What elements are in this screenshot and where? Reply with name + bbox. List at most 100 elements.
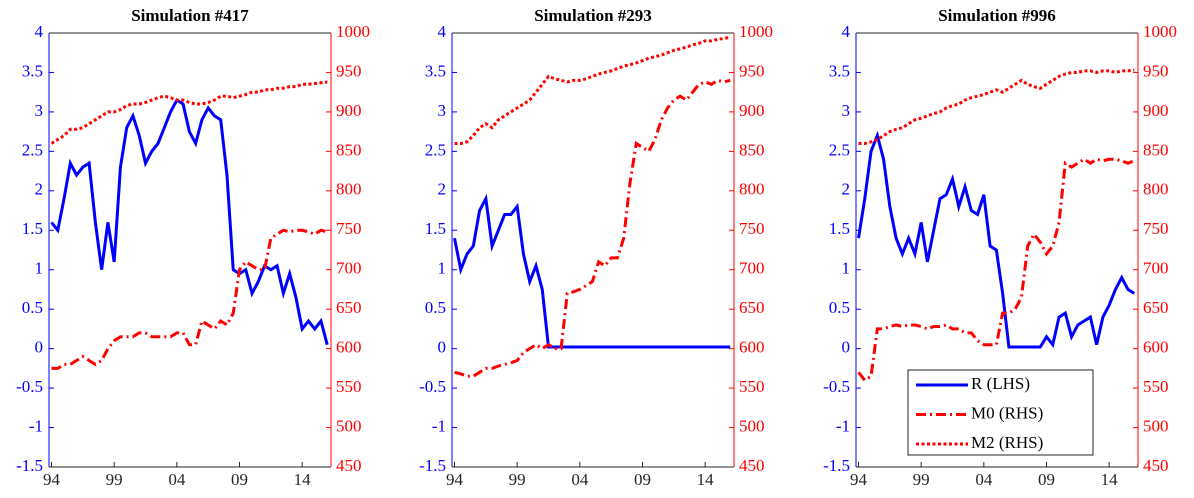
y2-tick-label: 800 xyxy=(739,180,765,199)
y-tick-label: 0.5 xyxy=(829,298,850,317)
x-tick-label: 14 xyxy=(1101,470,1119,489)
y2-tick-label: 1000 xyxy=(336,22,370,41)
series-line xyxy=(454,78,731,378)
y-tick-label: 1.5 xyxy=(425,219,446,238)
x-tick-label: 14 xyxy=(294,470,312,489)
y2-tick-label: 600 xyxy=(1143,338,1169,357)
y2-tick-label: 550 xyxy=(1143,377,1169,396)
y2-tick-label: 450 xyxy=(336,456,362,475)
y-tick-label: 1 xyxy=(842,259,851,278)
x-tick-label: 99 xyxy=(509,470,526,489)
y-tick-label: 0.5 xyxy=(22,298,43,317)
y2-tick-label: 800 xyxy=(336,180,362,199)
legend-label: M0 (RHS) xyxy=(971,403,1043,422)
y-tick-label: 2.5 xyxy=(22,140,43,159)
y-tick-label: 2 xyxy=(842,180,851,199)
chart-title: Simulation #996 xyxy=(938,6,1056,25)
y2-tick-label: 900 xyxy=(739,101,765,120)
y-tick-label: 1.5 xyxy=(829,219,850,238)
x-tick-label: 94 xyxy=(43,470,61,489)
y-tick-label: -1.5 xyxy=(823,456,850,475)
y-tick-label: 3.5 xyxy=(425,61,446,80)
y-tick-label: 3 xyxy=(35,101,44,120)
chart-title: Simulation #417 xyxy=(131,6,249,25)
y-tick-label: -1.5 xyxy=(16,456,43,475)
y-tick-label: -0.5 xyxy=(16,377,43,396)
y-tick-label: 2.5 xyxy=(425,140,446,159)
y2-tick-label: 700 xyxy=(1143,259,1169,278)
y2-tick-label: 950 xyxy=(739,61,765,80)
y-tick-label: -1 xyxy=(29,416,43,435)
y2-tick-label: 700 xyxy=(739,259,765,278)
x-tick-label: 94 xyxy=(446,470,464,489)
y-tick-label: 4 xyxy=(35,22,44,41)
y2-tick-label: 950 xyxy=(336,61,362,80)
y-tick-label: 2 xyxy=(35,180,44,199)
y2-tick-label: 650 xyxy=(336,298,362,317)
x-tick-label: 94 xyxy=(850,470,868,489)
x-tick-label: 99 xyxy=(106,470,123,489)
y-tick-label: 0 xyxy=(842,338,851,357)
y2-tick-label: 850 xyxy=(739,140,765,159)
y2-tick-label: 1000 xyxy=(1143,22,1177,41)
series-line xyxy=(858,68,1135,145)
y-tick-label: 1 xyxy=(438,259,447,278)
y-tick-label: 2 xyxy=(438,180,447,199)
y-tick-label: 4 xyxy=(438,22,447,41)
y2-tick-label: 450 xyxy=(1143,456,1169,475)
y2-tick-label: 700 xyxy=(336,259,362,278)
y2-tick-label: 750 xyxy=(739,219,765,238)
y-tick-label: 3.5 xyxy=(22,61,43,80)
y2-tick-label: 550 xyxy=(739,377,765,396)
x-tick-label: 09 xyxy=(1038,470,1055,489)
legend-label: M2 (RHS) xyxy=(971,433,1043,452)
y2-tick-label: 550 xyxy=(336,377,362,396)
series-line xyxy=(51,228,328,370)
x-tick-label: 99 xyxy=(913,470,930,489)
y2-tick-label: 500 xyxy=(1143,416,1169,435)
y2-tick-label: 500 xyxy=(739,416,765,435)
x-tick-label: 04 xyxy=(571,470,589,489)
y2-tick-label: 650 xyxy=(739,298,765,317)
series-line xyxy=(857,157,1135,383)
series-line xyxy=(454,35,731,145)
x-tick-label: 04 xyxy=(975,470,993,489)
x-tick-label: 14 xyxy=(697,470,715,489)
y2-tick-label: 600 xyxy=(336,338,362,357)
y-tick-label: 1.5 xyxy=(22,219,43,238)
y2-tick-label: 850 xyxy=(336,140,362,159)
y-tick-label: -0.5 xyxy=(419,377,446,396)
y-tick-label: 3 xyxy=(842,101,851,120)
y-tick-label: 2.5 xyxy=(829,140,850,159)
y2-tick-label: 850 xyxy=(1143,140,1169,159)
x-tick-label: 04 xyxy=(168,470,186,489)
y-tick-label: -1 xyxy=(836,416,850,435)
y2-tick-label: 600 xyxy=(739,338,765,357)
y2-tick-label: 800 xyxy=(1143,180,1169,199)
y-tick-label: -0.5 xyxy=(823,377,850,396)
y2-tick-label: 750 xyxy=(336,219,362,238)
y-tick-label: 3 xyxy=(438,101,447,120)
y2-tick-label: 650 xyxy=(1143,298,1169,317)
y2-tick-label: 900 xyxy=(336,101,362,120)
y2-tick-label: 450 xyxy=(739,456,765,475)
legend-label: R (LHS) xyxy=(971,374,1030,393)
chart-title: Simulation #293 xyxy=(534,6,652,25)
x-tick-label: 09 xyxy=(231,470,248,489)
x-tick-label: 09 xyxy=(634,470,651,489)
y-tick-label: 4 xyxy=(842,22,851,41)
series-line xyxy=(453,193,731,349)
y2-tick-label: 900 xyxy=(1143,101,1169,120)
y-tick-label: 1 xyxy=(35,259,44,278)
y2-tick-label: 1000 xyxy=(739,22,773,41)
y-tick-label: 0.5 xyxy=(425,298,446,317)
series-line xyxy=(857,130,1136,349)
y2-tick-label: 750 xyxy=(1143,219,1169,238)
y2-tick-label: 950 xyxy=(1143,61,1169,80)
y-tick-label: 0 xyxy=(35,338,44,357)
y-tick-label: -1.5 xyxy=(419,456,446,475)
y-tick-label: 0 xyxy=(438,338,447,357)
y-tick-label: -1 xyxy=(432,416,446,435)
